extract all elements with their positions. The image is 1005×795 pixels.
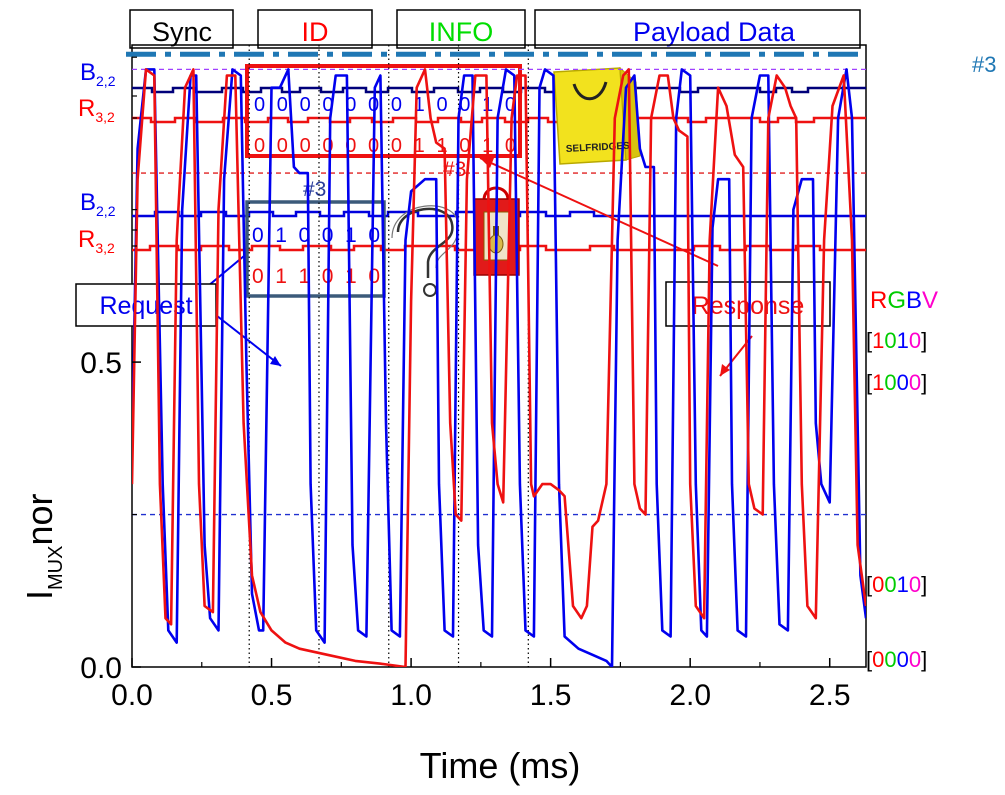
series-line-1 bbox=[132, 68, 866, 667]
x-tick-label: 0.0 bbox=[111, 679, 153, 712]
selfridges-bag-icon: SELFRIDGES bbox=[553, 66, 641, 165]
section-header-boxes: Sync ID INFO Payload Data bbox=[129, 9, 861, 49]
request-leader-line bbox=[207, 255, 245, 287]
x-tick-label: 0.5 bbox=[251, 679, 293, 712]
series-group bbox=[132, 68, 866, 667]
plot-frame bbox=[131, 44, 867, 668]
id-tag: #3 bbox=[443, 158, 466, 181]
x-tick-label: 2.5 bbox=[809, 679, 851, 712]
threshold-line-group: #3 bbox=[126, 51, 996, 77]
sync-box bbox=[129, 9, 234, 49]
x-axis-ticks: 0.0 0.5 1.0 1.5 2.0 2.5 bbox=[111, 658, 851, 712]
x-tick-label: 2.0 bbox=[669, 679, 711, 712]
info-box-header bbox=[396, 9, 526, 49]
y-axis-title: IMUXnor bbox=[19, 493, 67, 600]
id-label: ID bbox=[302, 17, 329, 47]
y-tick-label: 0.0 bbox=[80, 652, 122, 685]
request-callout-box bbox=[75, 283, 217, 327]
x-axis-title: Time (ms) bbox=[420, 745, 581, 786]
id-bit-frame bbox=[245, 64, 522, 158]
y-tick-label: 0.5 bbox=[80, 347, 122, 380]
trace-b-mid bbox=[132, 210, 866, 218]
rgbv-code: [0000] bbox=[866, 647, 927, 672]
trace-r-mid bbox=[132, 244, 866, 252]
b-label-top: B2,2 bbox=[80, 59, 116, 89]
rgbv-code: [1000] bbox=[866, 370, 927, 395]
request-blue-bits: 0 1 0 0 1 0 bbox=[252, 224, 380, 247]
response-arrow-to-id bbox=[479, 157, 719, 267]
id-box-header bbox=[257, 9, 373, 49]
rgbv-code: [0010] bbox=[866, 572, 927, 597]
y-axis-ticks: 0.0 0.5 bbox=[80, 56, 141, 685]
request-tag: #3 bbox=[303, 178, 326, 201]
payload-box-header bbox=[534, 9, 861, 49]
series-line-0 bbox=[132, 68, 866, 667]
info-label: INFO bbox=[429, 17, 494, 47]
rgbv-code: [1010] bbox=[866, 328, 927, 353]
x-tick-label: 1.5 bbox=[530, 679, 572, 712]
request-callout-label[interactable]: Request bbox=[99, 292, 192, 320]
sync-label: Sync bbox=[152, 17, 212, 47]
threshold-label: #3 bbox=[972, 52, 996, 77]
x-tick-label: 1.0 bbox=[390, 679, 432, 712]
rgbv-header: RGBV bbox=[870, 287, 938, 314]
r-label-mid: R3,2 bbox=[78, 226, 115, 256]
payload-label: Payload Data bbox=[633, 17, 796, 47]
trace-b-top bbox=[132, 86, 866, 94]
request-red-bits: 0 1 1 0 1 0 bbox=[252, 265, 380, 288]
id-blue-bits: 0 0 0 0 0 0 0 1 0 0 1 0 bbox=[254, 94, 516, 116]
trace-labels: B2,2 R3,2 B2,2 R3,2 bbox=[78, 59, 116, 256]
rgbv-code-labels: RGBV [1010] [1000] [0010] [0000] bbox=[866, 287, 938, 672]
r-label-top: R3,2 bbox=[78, 95, 115, 125]
b-label-mid: B2,2 bbox=[80, 189, 116, 219]
